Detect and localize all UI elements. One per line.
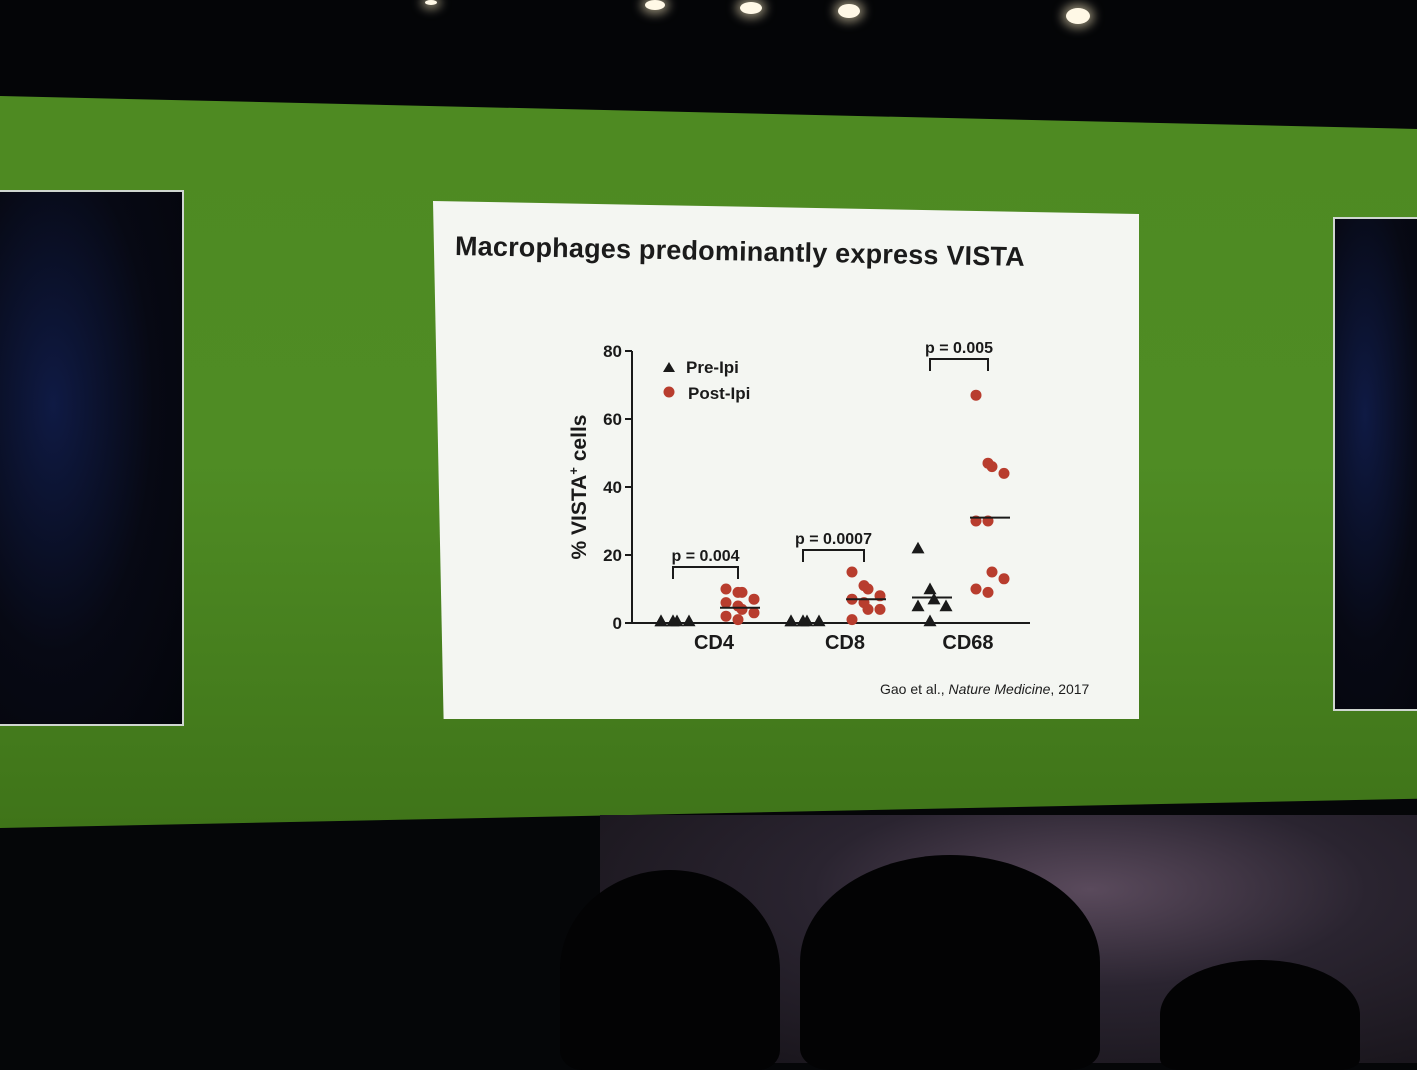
right-side-panel [1333, 217, 1417, 711]
data-point-post-ipi [720, 583, 732, 595]
x-category-label: CD68 [942, 632, 993, 654]
data-point-pre-ipi [682, 614, 696, 627]
y-axis-label-text: % VISTA [568, 475, 591, 560]
data-point-post-ipi [736, 586, 748, 598]
data-point-pre-ipi [927, 592, 941, 605]
audience-head [800, 855, 1100, 1070]
y-tick-label: 60 [603, 410, 622, 429]
y-tick-label: 40 [603, 478, 622, 497]
data-point-pre-ipi [812, 614, 826, 627]
ceiling [0, 0, 1417, 120]
data-point-post-ipi [874, 603, 886, 615]
data-point-post-ipi [846, 566, 858, 578]
y-tick-label: 0 [613, 614, 622, 633]
audience-head [1160, 960, 1360, 1070]
y-axis-label-sup: + [566, 467, 581, 475]
data-point-post-ipi [970, 389, 982, 401]
data-point-pre-ipi [939, 599, 953, 612]
data-point-post-ipi [982, 586, 994, 598]
p-value-label: p = 0.004 [671, 548, 739, 565]
data-point-pre-ipi [911, 541, 925, 554]
audience-head [560, 870, 780, 1070]
data-point-pre-ipi [923, 614, 937, 627]
data-point-post-ipi [970, 583, 982, 595]
data-point-pre-ipi [784, 614, 798, 627]
y-tick-label: 20 [603, 546, 622, 565]
data-point-post-ipi [986, 566, 998, 578]
stage-light [425, 0, 437, 5]
data-point-pre-ipi [654, 614, 668, 627]
citation-journal: Nature Medicine [948, 681, 1051, 697]
data-point-pre-ipi [923, 582, 937, 595]
slide [433, 201, 1139, 719]
data-point-post-ipi [862, 583, 874, 595]
data-point-post-ipi [986, 461, 998, 473]
stage-light [645, 0, 665, 10]
x-category-label: CD4 [694, 632, 735, 654]
p-value-label: p = 0.005 [925, 340, 993, 357]
stage-light [1066, 8, 1090, 24]
data-point-post-ipi [732, 614, 744, 626]
significance-bracket [929, 358, 989, 371]
significance-bracket [802, 549, 865, 562]
data-point-post-ipi [846, 614, 858, 626]
legend-marker-post-ipi [663, 386, 675, 398]
legend-marker-pre-ipi [663, 362, 675, 372]
data-point-post-ipi [736, 603, 748, 615]
citation-year: , 2017 [1050, 681, 1090, 697]
x-category-label: CD8 [825, 632, 865, 654]
data-point-post-ipi [720, 610, 732, 622]
data-point-post-ipi [748, 607, 760, 619]
legend-label-post-ipi: Post-Ipi [688, 384, 750, 403]
data-point-post-ipi [720, 597, 732, 609]
data-point-pre-ipi [911, 599, 925, 612]
significance-bracket [672, 566, 739, 579]
y-axis-label: % VISTA+ cells [566, 415, 591, 560]
citation: Gao et al., Nature Medicine, 2017 [880, 681, 1089, 697]
y-axis-label-text: cells [568, 415, 591, 468]
stage-light [838, 4, 860, 18]
data-point-post-ipi [998, 467, 1010, 479]
legend-label-pre-ipi: Pre-Ipi [686, 358, 739, 377]
y-tick-label: 80 [603, 342, 622, 361]
stage-light [740, 2, 762, 14]
data-point-post-ipi [862, 603, 874, 615]
p-value-label: p = 0.0007 [795, 531, 872, 548]
data-point-post-ipi [998, 573, 1010, 585]
left-side-panel [0, 190, 184, 726]
citation-authors: Gao et al., [880, 681, 949, 697]
data-point-post-ipi [748, 593, 760, 605]
